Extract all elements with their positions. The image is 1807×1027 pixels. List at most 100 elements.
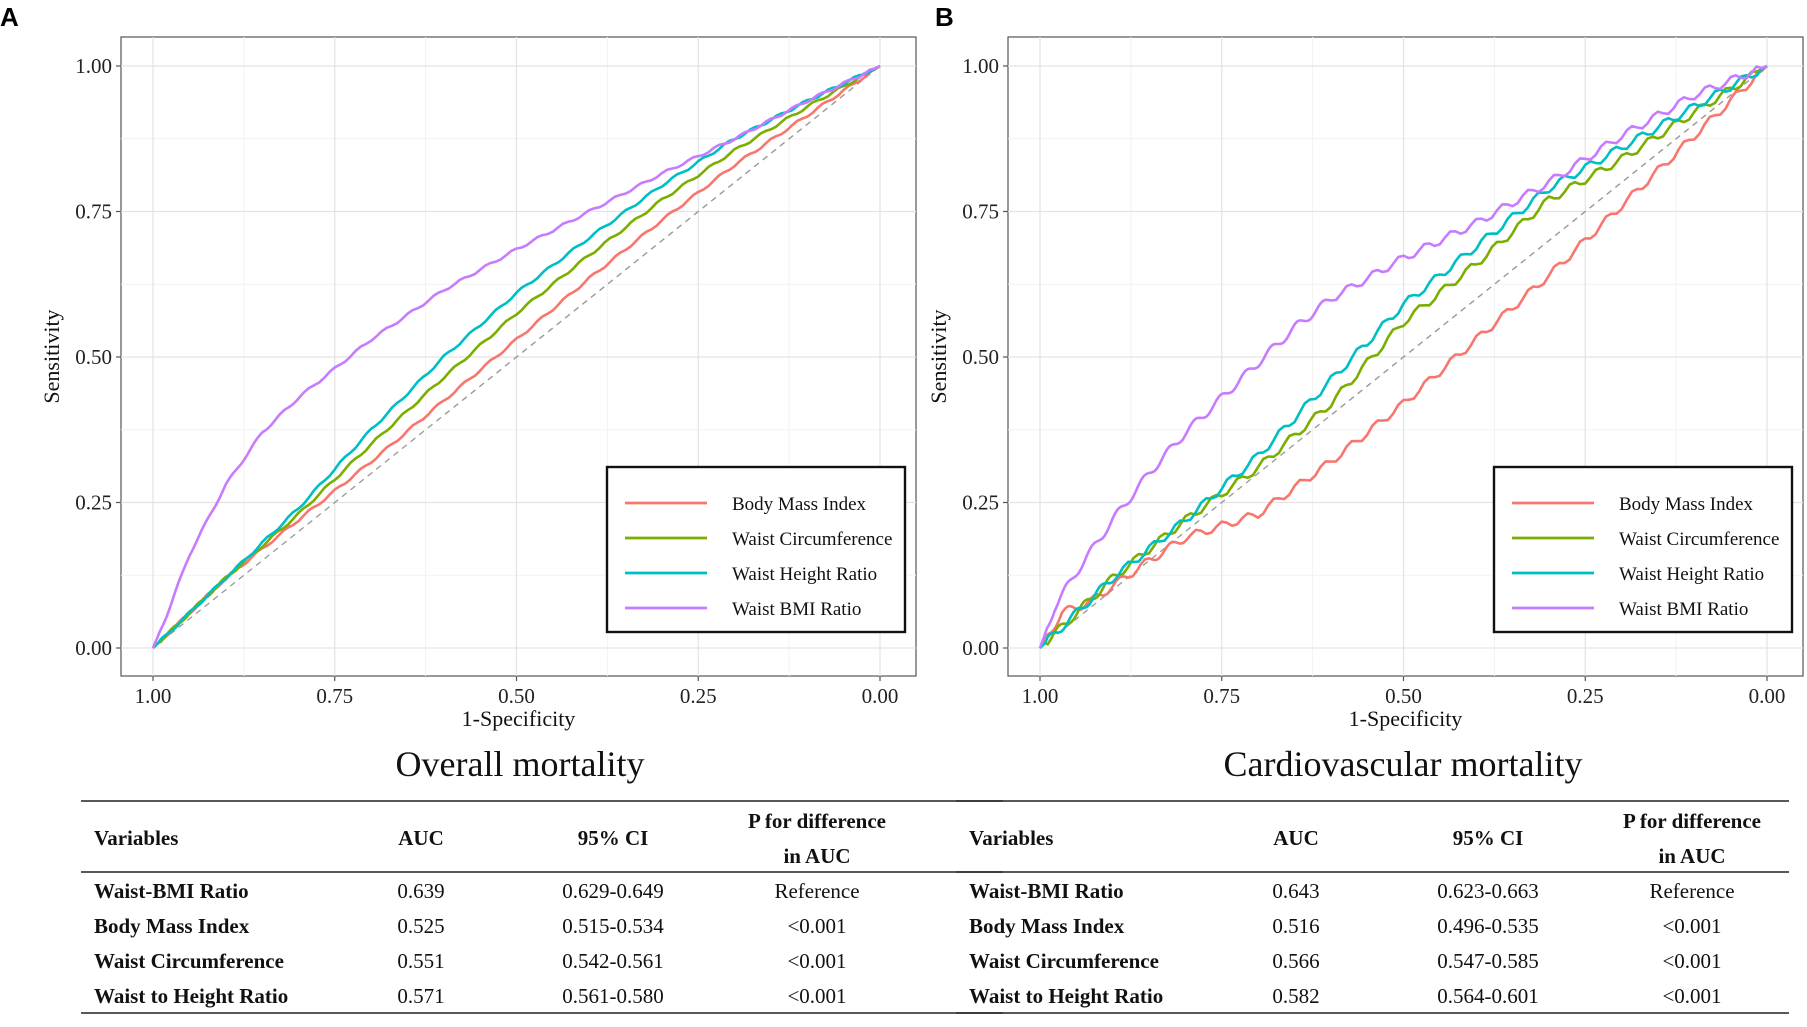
legend-box	[1492, 465, 1794, 634]
table-header-p-line2: in AUC	[783, 844, 850, 868]
panel-title: Overall mortality	[396, 744, 645, 784]
y-tick-label: 1.00	[962, 54, 999, 78]
table-header-ci: 95% CI	[1453, 826, 1524, 850]
y-tick-label: 0.50	[75, 345, 112, 369]
series-line-waist-circumference	[1039, 64, 1768, 649]
table-cell-variable: Body Mass Index	[94, 914, 250, 938]
panel-letter: A	[0, 2, 19, 32]
series-line-waist-bmi-ratio	[1038, 64, 1768, 649]
legend-label: Waist Height Ratio	[1619, 564, 1764, 585]
legend-label: Waist BMI Ratio	[1619, 599, 1748, 620]
legend-label: Waist Circumference	[1619, 529, 1779, 550]
table-cell-auc: 0.566	[1272, 949, 1319, 973]
table-cell-auc: 0.551	[397, 949, 444, 973]
y-tick-label: 0.25	[75, 491, 112, 515]
y-axis: 0.00 0.25 0.50 0.75 1.00	[75, 54, 121, 660]
legend: Body Mass Index Waist Circumference Waist …	[605, 465, 907, 634]
legend: Body Mass Index Waist Circumference Waist …	[1492, 465, 1794, 634]
table-cell-variable: Waist Circumference	[969, 949, 1159, 973]
y-tick-label: 0.75	[75, 200, 112, 224]
table-cell-p: Reference	[1649, 879, 1734, 903]
table-header-ci: 95% CI	[578, 826, 649, 850]
table-cell-p: <0.001	[787, 984, 846, 1008]
table-cell-ci: 0.547-0.585	[1437, 949, 1539, 973]
table-cell-variable: Body Mass Index	[969, 914, 1125, 938]
legend-label: Body Mass Index	[1619, 494, 1754, 515]
table-cell-ci: 0.542-0.561	[562, 949, 664, 973]
table-header-p-line1: P for difference	[748, 809, 886, 833]
table-header-p-line1: P for difference	[1623, 809, 1761, 833]
series-line-waist-height-ratio	[1039, 64, 1768, 649]
y-tick-label: 1.00	[75, 54, 112, 78]
table-cell-variable: Waist to Height Ratio	[94, 984, 288, 1008]
series-group	[1038, 64, 1768, 649]
table-header-variables: Variables	[969, 826, 1053, 850]
series-line-waist-bmi-ratio	[151, 64, 881, 649]
y-tick-label: 0.50	[962, 345, 999, 369]
x-tick-label: 0.50	[498, 684, 535, 708]
series-group	[151, 64, 881, 649]
reference-diagonal	[152, 65, 881, 649]
x-axis-label: 1-Specificity	[1349, 706, 1463, 731]
table-cell-auc: 0.525	[397, 914, 444, 938]
panel-a: A0.000.250.500.751.001.00 0.75 0.50 0.25 0.0…	[0, 2, 1003, 1014]
y-tick-label: 0.25	[962, 491, 999, 515]
x-axis-label: 1-Specificity	[462, 706, 576, 731]
table-cell-p: Reference	[774, 879, 859, 903]
x-tick-label: 1.00	[135, 684, 172, 708]
series-line-body-mass-index	[152, 64, 881, 649]
y-tick-label: 0.00	[962, 636, 999, 660]
table-cell-p: <0.001	[1662, 984, 1721, 1008]
panel-letter: B	[935, 2, 954, 32]
table-header-auc: AUC	[398, 826, 444, 850]
legend-label: Waist Circumference	[732, 529, 892, 550]
table-cell-variable: Waist-BMI Ratio	[969, 879, 1124, 903]
table-cell-auc: 0.643	[1272, 879, 1319, 903]
legend-box	[605, 465, 907, 634]
x-tick-label: 0.50	[1385, 684, 1422, 708]
y-axis-label: Sensitivity	[39, 309, 64, 403]
panel-b: B0.000.250.500.751.001.00 0.75 0.50 0.25 0.0…	[926, 2, 1804, 1014]
x-axis: 1.00 0.75 0.50 0.25 0.00	[1022, 676, 1786, 708]
table-header-auc: AUC	[1273, 826, 1319, 850]
table-cell-p: <0.001	[787, 949, 846, 973]
table-cell-auc: 0.582	[1272, 984, 1319, 1008]
legend-label: Waist BMI Ratio	[732, 599, 861, 620]
table-cell-variable: Waist Circumference	[94, 949, 284, 973]
x-tick-label: 0.75	[1203, 684, 1240, 708]
table-cell-ci: 0.515-0.534	[562, 914, 664, 938]
x-axis: 1.00 0.75 0.50 0.25 0.00	[135, 676, 899, 708]
table-cell-variable: Waist to Height Ratio	[969, 984, 1163, 1008]
table-cell-p: <0.001	[787, 914, 846, 938]
table-cell-ci: 0.561-0.580	[562, 984, 664, 1008]
table-cell-p: <0.001	[1662, 914, 1721, 938]
y-axis-label: Sensitivity	[926, 309, 951, 403]
legend-label: Body Mass Index	[732, 494, 867, 515]
table-header-variables: Variables	[94, 826, 178, 850]
auc-table: Variables AUC 95% CI P for difference in AUC…	[956, 800, 1789, 1014]
y-tick-label: 0.75	[962, 200, 999, 224]
table-cell-p: <0.001	[1662, 949, 1721, 973]
x-tick-label: 0.00	[1749, 684, 1786, 708]
x-tick-label: 1.00	[1022, 684, 1059, 708]
x-tick-label: 0.75	[316, 684, 353, 708]
table-cell-auc: 0.571	[397, 984, 444, 1008]
table-header-p-line2: in AUC	[1658, 844, 1725, 868]
table-cell-auc: 0.639	[397, 879, 444, 903]
legend-label: Waist Height Ratio	[732, 564, 877, 585]
x-tick-label: 0.25	[1567, 684, 1604, 708]
x-tick-label: 0.25	[680, 684, 717, 708]
panel-title: Cardiovascular mortality	[1224, 744, 1583, 784]
table-cell-ci: 0.623-0.663	[1437, 879, 1539, 903]
x-tick-label: 0.00	[862, 684, 899, 708]
y-tick-label: 0.00	[75, 636, 112, 660]
gridlines	[1008, 37, 1803, 676]
auc-table: Variables AUC 95% CI P for difference in AUC…	[81, 800, 1003, 1014]
reference-diagonal	[1039, 65, 1768, 649]
table-cell-variable: Waist-BMI Ratio	[94, 879, 249, 903]
table-cell-ci: 0.496-0.535	[1437, 914, 1539, 938]
table-cell-ci: 0.629-0.649	[562, 879, 664, 903]
table-cell-ci: 0.564-0.601	[1437, 984, 1539, 1008]
y-axis: 0.00 0.25 0.50 0.75 1.00	[962, 54, 1008, 660]
